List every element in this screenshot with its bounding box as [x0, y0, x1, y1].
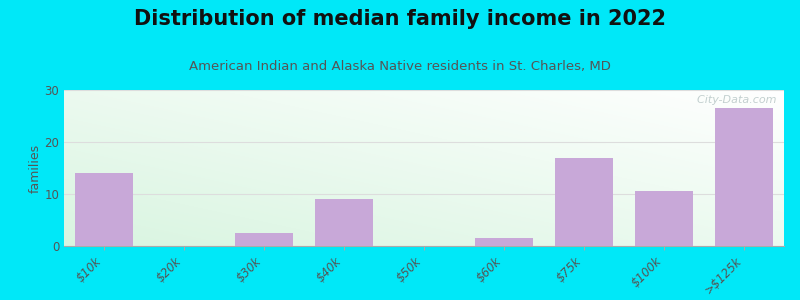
- Text: American Indian and Alaska Native residents in St. Charles, MD: American Indian and Alaska Native reside…: [189, 60, 611, 73]
- Bar: [635, 191, 693, 246]
- Bar: [235, 233, 293, 246]
- Y-axis label: families: families: [29, 143, 42, 193]
- Text: City-Data.com: City-Data.com: [690, 95, 777, 105]
- Bar: [555, 158, 613, 246]
- Bar: [315, 199, 373, 246]
- Bar: [715, 108, 773, 246]
- Text: Distribution of median family income in 2022: Distribution of median family income in …: [134, 9, 666, 29]
- Bar: [475, 238, 533, 246]
- Bar: [75, 173, 133, 246]
